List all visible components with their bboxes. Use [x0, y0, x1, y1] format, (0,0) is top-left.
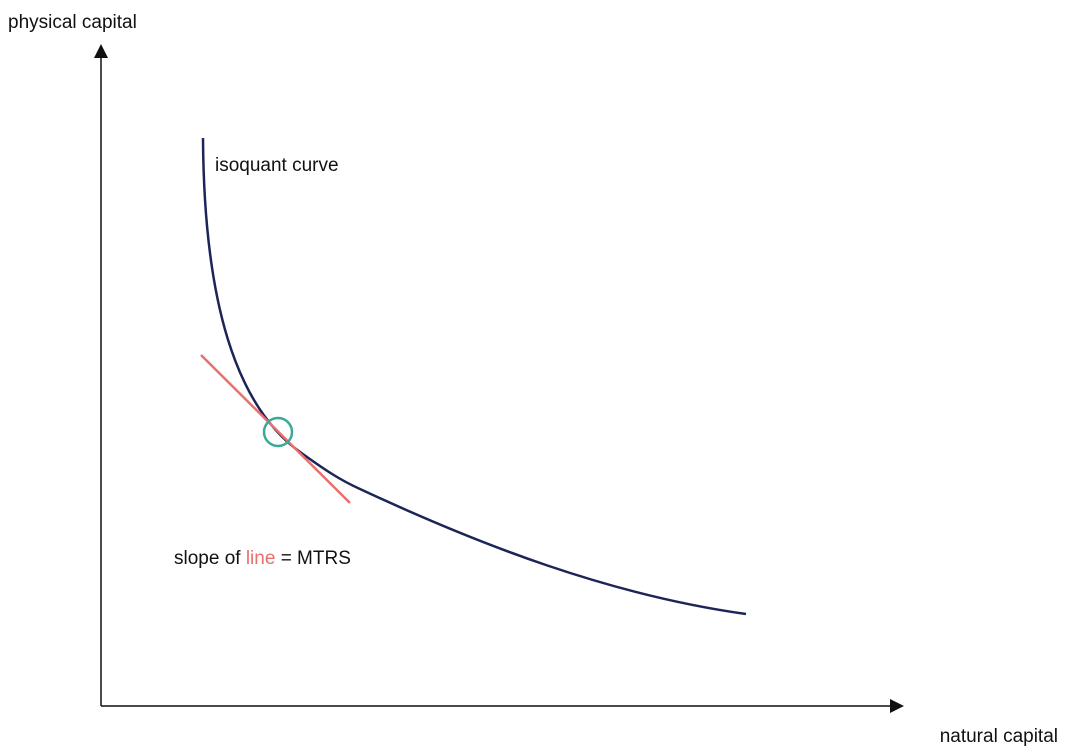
- annotation: slope of line = MTRS: [174, 548, 351, 569]
- y-axis-arrow: [94, 44, 108, 58]
- tangent-point: [262, 416, 294, 448]
- annotation-highlight: line: [246, 548, 276, 569]
- annotation-suffix: = MTRS: [281, 548, 351, 569]
- tangent-line: [200, 354, 351, 504]
- x-axis-arrow: [890, 699, 904, 713]
- isoquant-curve: [201, 137, 747, 616]
- annotation-prefix: slope of: [174, 548, 241, 569]
- curve-label: isoquant curve: [215, 155, 339, 176]
- x-axis-label: natural capital: [940, 726, 1058, 747]
- y-axis-label: physical capital: [8, 12, 137, 33]
